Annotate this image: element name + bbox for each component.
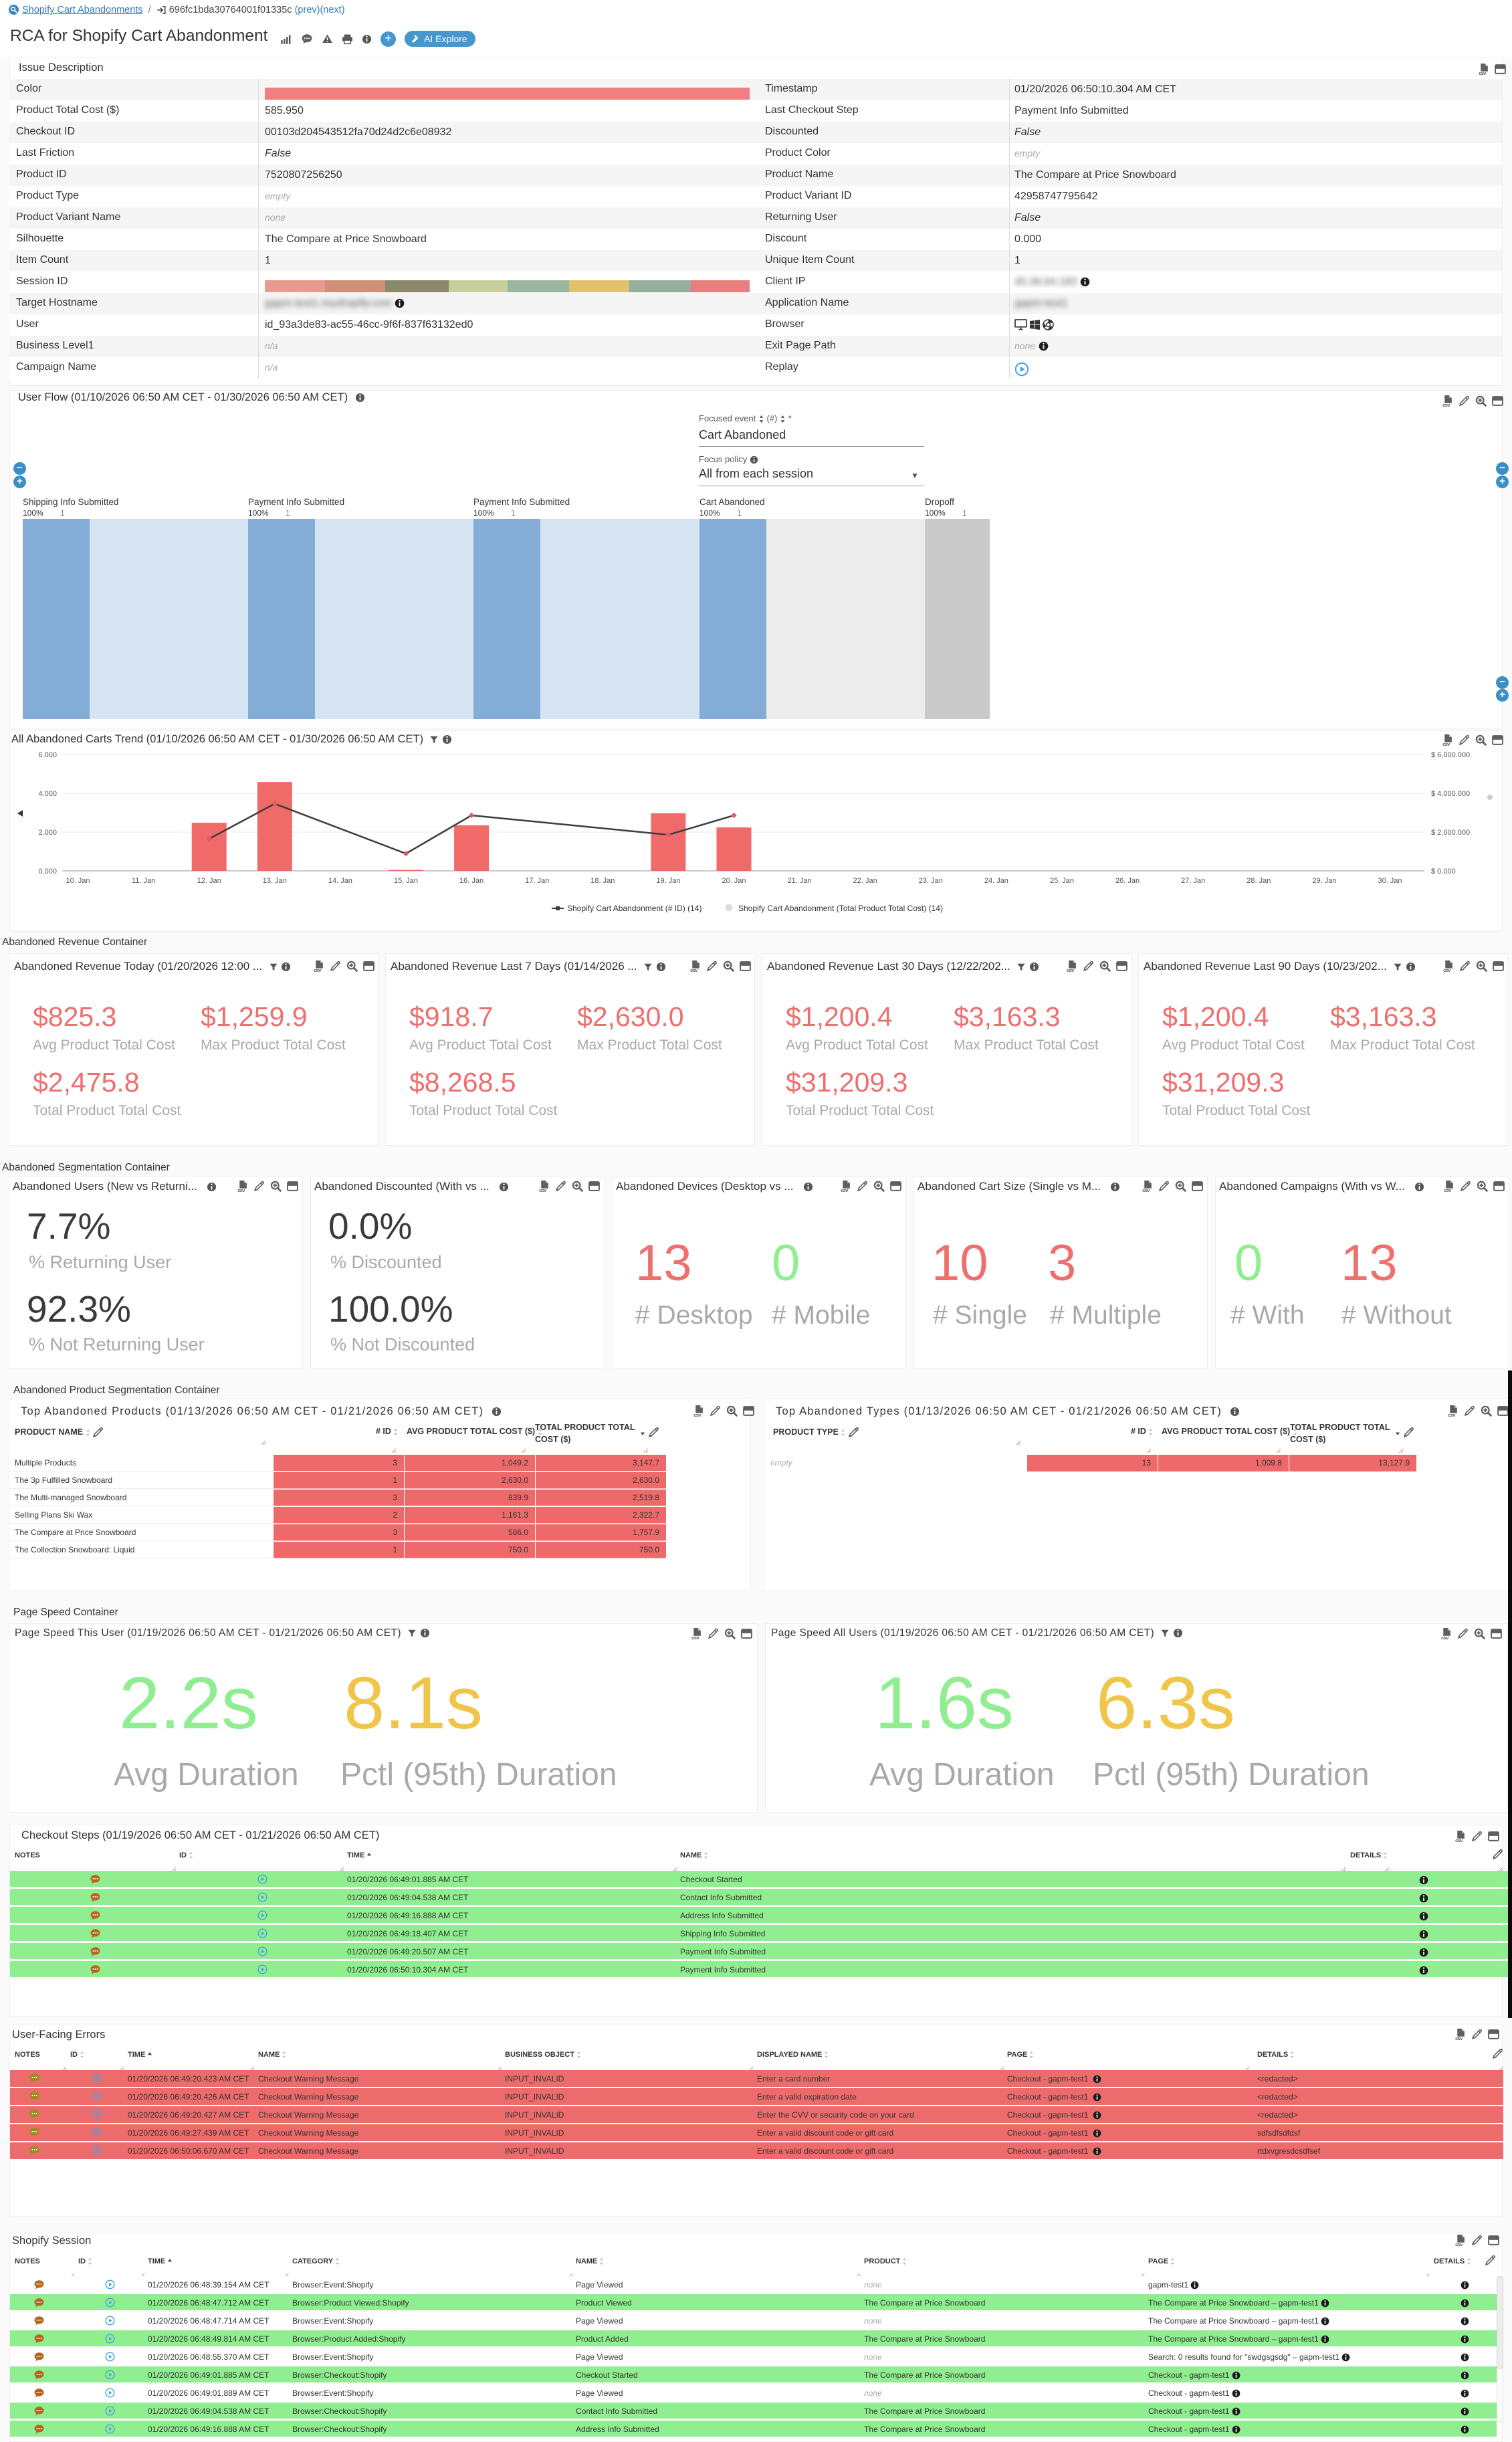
svg-text:18. Jan: 18. Jan (590, 877, 615, 885)
svg-text:26. Jan: 26. Jan (1115, 877, 1140, 885)
svg-text:$ 0.000: $ 0.000 (1431, 868, 1456, 876)
svg-text:Shopify Cart Abandonment (# ID: Shopify Cart Abandonment (# ID) (14) (567, 904, 701, 913)
svg-text:20. Jan: 20. Jan (722, 877, 746, 885)
svg-text:23. Jan: 23. Jan (919, 877, 943, 885)
svg-text:4.000: 4.000 (38, 790, 57, 798)
svg-text:29. Jan: 29. Jan (1312, 877, 1336, 885)
svg-text:28. Jan: 28. Jan (1247, 877, 1271, 885)
svg-text:0.000: 0.000 (38, 868, 57, 876)
svg-text:10. Jan: 10. Jan (66, 877, 90, 885)
svg-text:22. Jan: 22. Jan (853, 877, 877, 885)
svg-text:Shopify Cart Abandonment (Tota: Shopify Cart Abandonment (Total Product … (738, 904, 943, 913)
svg-text:14. Jan: 14. Jan (328, 877, 352, 885)
svg-text:11. Jan: 11. Jan (132, 877, 155, 885)
svg-text:$ 6,000.000: $ 6,000.000 (1431, 751, 1470, 759)
svg-text:$ 4,000.000: $ 4,000.000 (1431, 790, 1470, 798)
svg-text:6.000: 6.000 (38, 751, 57, 759)
svg-text:12. Jan: 12. Jan (197, 877, 221, 885)
svg-text:21. Jan: 21. Jan (788, 877, 812, 885)
svg-text:27. Jan: 27. Jan (1181, 877, 1205, 885)
svg-text:2.000: 2.000 (38, 829, 57, 837)
svg-text:19. Jan: 19. Jan (656, 877, 680, 885)
svg-text:$ 2,000.000: $ 2,000.000 (1431, 829, 1470, 837)
svg-text:17. Jan: 17. Jan (525, 877, 549, 885)
svg-text:15. Jan: 15. Jan (394, 877, 418, 885)
svg-text:30. Jan: 30. Jan (1378, 877, 1402, 885)
svg-text:16. Jan: 16. Jan (459, 877, 483, 885)
svg-text:25. Jan: 25. Jan (1050, 877, 1074, 885)
svg-text:13. Jan: 13. Jan (263, 877, 287, 885)
svg-text:24. Jan: 24. Jan (984, 877, 1008, 885)
